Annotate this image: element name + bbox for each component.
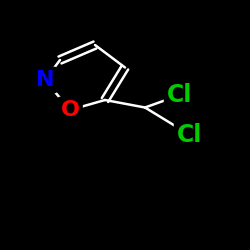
Text: Cl: Cl — [167, 83, 193, 107]
Text: O: O — [60, 100, 80, 120]
Text: Cl: Cl — [177, 123, 203, 147]
Text: N: N — [36, 70, 54, 90]
